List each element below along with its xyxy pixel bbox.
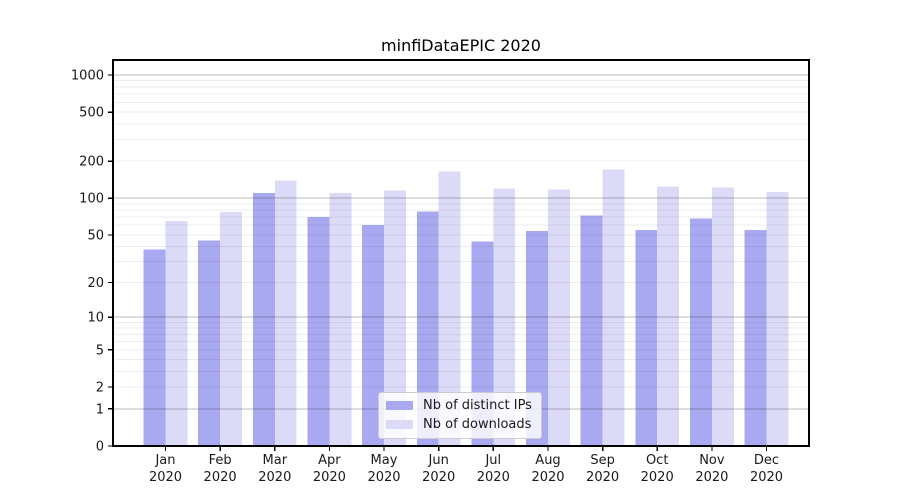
plot-border	[112, 59, 810, 447]
bar-distinct-ips-feb	[198, 240, 221, 446]
y-tick-label: 1000	[71, 69, 104, 84]
x-tick-label-year: 2020	[149, 470, 182, 485]
y-tick-label: 1	[96, 402, 104, 417]
x-tick-label-year: 2020	[531, 470, 564, 485]
bar-distinct-ips-oct	[635, 229, 658, 446]
y-tick-label: 500	[79, 106, 104, 121]
x-tick-label-month: Nov	[699, 453, 725, 468]
x-tick-label-month: Feb	[209, 453, 232, 468]
bar-downloads-mar	[274, 180, 297, 447]
legend-label-distinct-ips: Nb of distinct IPs	[423, 398, 532, 413]
x-tick-label-year: 2020	[204, 470, 237, 485]
legend-swatch-distinct-ips	[386, 401, 413, 410]
y-tick-label: 2	[96, 381, 104, 396]
legend-item-distinct-ips: Nb of distinct IPs	[386, 398, 532, 413]
x-tick-label-month: Aug	[535, 453, 560, 468]
y-tick-label: 10	[87, 311, 104, 326]
x-tick-label-month: Mar	[263, 453, 288, 468]
bar-downloads-jan	[165, 221, 188, 446]
legend-label-downloads: Nb of downloads	[423, 417, 532, 432]
y-tick-label: 0	[96, 440, 104, 455]
x-tick-label-month: Jun	[428, 453, 449, 468]
bar-distinct-ips-mar	[252, 193, 275, 446]
x-tick-label-year: 2020	[641, 470, 674, 485]
x-tick-label-year: 2020	[422, 470, 455, 485]
bar-distinct-ips-nov	[690, 218, 712, 446]
x-tick-label-year: 2020	[367, 470, 400, 485]
bar-downloads-feb	[220, 212, 242, 446]
x-tick-label-year: 2020	[586, 470, 619, 485]
bar-downloads-aug	[548, 189, 570, 446]
x-tick-label-year: 2020	[258, 470, 291, 485]
bar-distinct-ips-may	[362, 225, 384, 446]
x-tick-label-month: Oct	[646, 453, 668, 468]
x-tick-label-month: Sep	[590, 453, 615, 468]
bar-distinct-ips-jan	[143, 249, 166, 446]
y-tick-label: 100	[79, 192, 104, 207]
bar-downloads-may	[384, 190, 406, 446]
x-tick-label-year: 2020	[695, 470, 728, 485]
y-tick-label: 5	[96, 343, 104, 358]
bar-distinct-ips-dec	[744, 229, 767, 446]
legend: Nb of distinct IPs Nb of downloads	[378, 392, 542, 439]
x-tick-label-year: 2020	[313, 470, 346, 485]
legend-swatch-downloads	[386, 420, 413, 429]
bar-distinct-ips-sep	[580, 215, 603, 446]
bar-downloads-sep	[602, 169, 625, 447]
bar-downloads-apr	[329, 193, 352, 446]
y-tick-label: 50	[87, 228, 104, 243]
x-tick-label-month: May	[371, 453, 398, 468]
bar-downloads-jun	[438, 171, 461, 446]
x-tick-label-month: Apr	[318, 453, 341, 468]
chart-title: minfiDataEPIC 2020	[381, 36, 541, 55]
x-tick-label-month: Dec	[754, 453, 779, 468]
bar-distinct-ips-apr	[307, 217, 330, 446]
bar-downloads-dec	[766, 192, 789, 446]
bar-distinct-ips-jun	[416, 211, 439, 446]
x-tick-label-month: Jul	[484, 453, 501, 468]
y-tick-label: 200	[79, 155, 104, 170]
x-tick-label-year: 2020	[477, 470, 510, 485]
y-tick-label: 20	[87, 276, 104, 291]
legend-item-downloads: Nb of downloads	[386, 417, 532, 432]
x-tick-label-year: 2020	[750, 470, 783, 485]
x-tick-label-month: Jan	[154, 453, 175, 468]
bar-downloads-oct	[657, 186, 680, 447]
bar-downloads-jul	[493, 188, 516, 446]
bar-downloads-nov	[711, 187, 734, 446]
